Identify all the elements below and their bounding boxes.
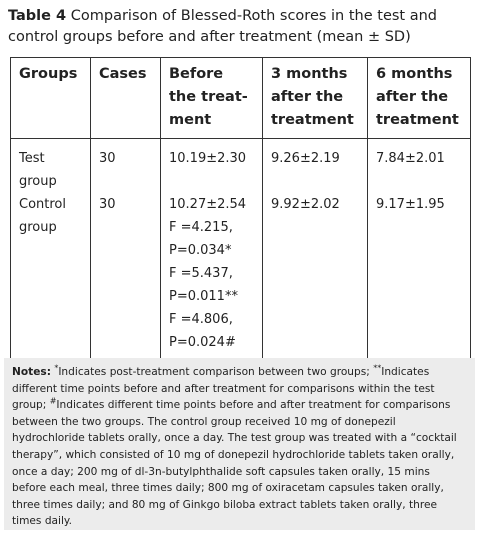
cell-text: 9.92±2.02 xyxy=(271,197,340,212)
cell-text: P=0.034* xyxy=(169,243,232,258)
header-cell: Before the treat-ment xyxy=(160,57,263,139)
note-marker: # xyxy=(49,396,57,406)
table-cell: 9.17±1.95 xyxy=(367,193,471,361)
cell-text: P=0.011** xyxy=(169,289,238,304)
caption-text: Comparison of Blessed-Roth scores in the… xyxy=(8,8,437,45)
cell-text: 30 xyxy=(99,151,116,166)
notes-label: Notes: xyxy=(12,366,51,378)
header-cell: 3 months after the treatment xyxy=(262,57,368,139)
table-cell: 30 xyxy=(90,138,161,193)
table-cell: 10.27±2.54 F =4.215, P=0.034* F =5.437, P=0.… xyxy=(160,193,263,361)
cell-text: F =4.806, xyxy=(169,312,233,327)
caption-label: Table 4 xyxy=(8,8,67,24)
header-cell: Groups xyxy=(10,57,91,139)
cell-text: 9.26±2.19 xyxy=(271,151,340,166)
note-marker: ** xyxy=(373,363,382,373)
table-caption: Table 4 Comparison of Blessed-Roth score… xyxy=(8,6,473,48)
header-text: the treat- xyxy=(169,89,248,105)
table-cell: 7.84±2.01 xyxy=(367,138,471,193)
header-text: Groups xyxy=(19,66,78,82)
table-cell: 9.26±2.19 xyxy=(262,138,368,193)
table-cell: Control group xyxy=(10,193,91,361)
table-notes: Notes: *Indicates post-treatment compari… xyxy=(4,358,475,530)
header-cell: Cases xyxy=(90,57,161,139)
cell-text: 10.27±2.54 xyxy=(169,197,247,212)
cell-text: Control xyxy=(19,197,66,212)
table-cell: 9.92±2.02 xyxy=(262,193,368,361)
header-text: 3 months xyxy=(271,66,348,82)
cell-text: 9.17±1.95 xyxy=(376,197,445,212)
cell-text: Test xyxy=(19,151,45,166)
table: Groups Cases Before the treat-ment 3 months a… xyxy=(10,57,471,361)
header-text: Before xyxy=(169,66,224,82)
header-cell: 6 months after the treatment xyxy=(367,57,471,139)
table-cell: 30 xyxy=(90,193,161,361)
note-text: Indicates different time points before a… xyxy=(12,366,435,412)
cell-text: F =4.215, xyxy=(169,220,233,235)
table-row: Control group 30 10.27±2.54 F =4.215, P=0.034… xyxy=(10,193,471,361)
note-body: The control group received 10 mg of done… xyxy=(12,415,457,528)
cell-text: F =5.437, xyxy=(169,266,233,281)
cell-text: 30 xyxy=(99,197,116,212)
header-text: ment xyxy=(169,112,212,128)
header-text: after the xyxy=(271,89,344,105)
cell-text: 10.19±2.30 xyxy=(169,151,247,166)
cell-text: 7.84±2.01 xyxy=(376,151,445,166)
cell-text: P=0.024# xyxy=(169,335,236,350)
header-text: after the xyxy=(376,89,449,105)
header-text: treatment xyxy=(271,112,354,128)
table-cell: 10.19±2.30 xyxy=(160,138,263,193)
table-row: Test group 30 10.19±2.30 9.26±2.19 7.84±2.01 xyxy=(10,138,471,193)
note-marker: * xyxy=(54,363,59,373)
header-text: 6 months xyxy=(376,66,453,82)
note-text: Indicates post-treatment comparison betw… xyxy=(58,366,374,378)
cell-text: group xyxy=(19,174,57,189)
header-text: treatment xyxy=(376,112,459,128)
note-text: Indicates different time points before a… xyxy=(12,399,451,428)
table-cell: Test group xyxy=(10,138,91,193)
header-text: Cases xyxy=(99,66,147,82)
cell-text: group xyxy=(19,220,57,235)
header-row: Groups Cases Before the treat-ment 3 months a… xyxy=(10,57,471,139)
